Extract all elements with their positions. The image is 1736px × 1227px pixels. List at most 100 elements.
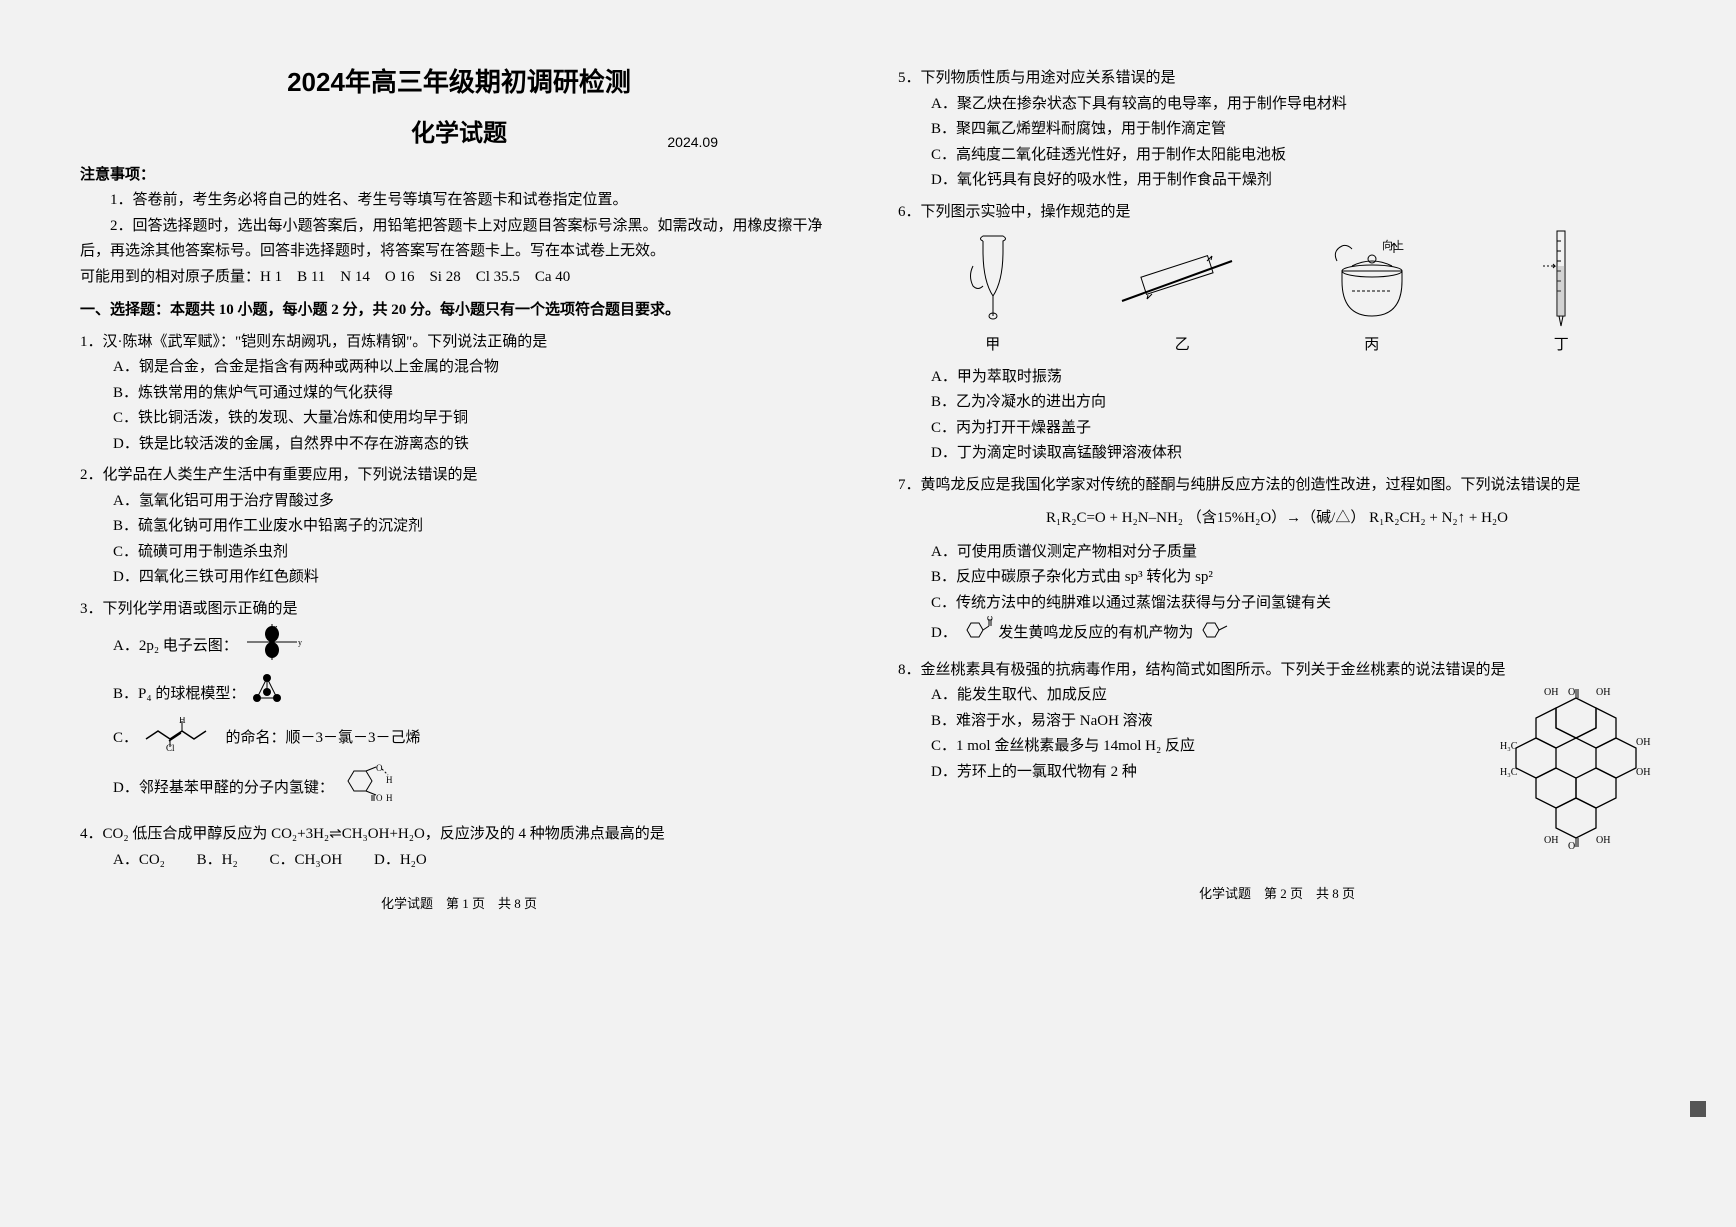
atomic-masses: 可能用到的相对原子质量：H 1 B 11 N 14 O 16 Si 28 Cl …	[80, 265, 838, 291]
q4-opt-b: B．H₂	[197, 848, 238, 874]
q5-opt-d: D．氧化钙具有良好的吸水性，用于制作食品干燥剂	[931, 168, 1656, 194]
question-4: 4．CO₂ 低压合成甲醇反应为 CO₂+3H₂⇌CH₃OH+H₂O，反应涉及的 …	[80, 822, 838, 873]
diagram-jia: 甲	[898, 231, 1088, 359]
svg-text:y: y	[298, 638, 302, 647]
q2-opt-a: A．氢氧化铝可用于治疗胃酸过多	[113, 489, 838, 515]
diagram-yi: 乙	[1088, 231, 1278, 359]
question-7: 7．黄鸣龙反应是我国化学家对传统的醛酮与纯肼反应方法的创造性改进，过程如图。下列…	[898, 473, 1656, 652]
svg-text:OH: OH	[1596, 835, 1610, 846]
hypericin-structure-icon: O OH OH OH OH H₃C H₃C O OH OH	[1496, 683, 1656, 863]
q6-stem: 6．下列图示实验中，操作规范的是	[898, 200, 1656, 226]
subject-title: 化学试题 2024.09	[80, 114, 838, 155]
q1-opt-d: D．铁是比较活泼的金属，自然界中不存在游离态的铁	[113, 432, 838, 458]
question-8: 8．金丝桃素具有极强的抗病毒作用，结构简式如图所示。下列关于金丝桃素的说法错误的…	[898, 658, 1656, 863]
q5-opt-a: A．聚乙炔在掺杂状态下具有较高的电导率，用于制作导电材料	[931, 92, 1656, 118]
q6-opt-b: B．乙为冷凝水的进出方向	[931, 390, 1656, 416]
q1-opt-c: C．铁比铜活泼，铁的发现、大量冶炼和使用均早于铜	[113, 406, 838, 432]
alkene-structure-icon: H Cl	[142, 717, 222, 761]
hydrogen-bond-icon: O H O H	[338, 761, 398, 817]
section-1-title: 一、选择题：本题共 10 小题，每小题 2 分，共 20 分。每小题只有一个选项…	[80, 298, 838, 324]
svg-text:Cl: Cl	[166, 743, 175, 751]
exam-title: 2024年高三年级期初调研检测	[80, 60, 838, 104]
q8-stem: 8．金丝桃素具有极强的抗病毒作用，结构简式如图所示。下列关于金丝桃素的说法错误的…	[898, 658, 1656, 684]
q7-opt-a: A．可使用质谱仪测定产物相对分子质量	[931, 540, 1656, 566]
page-2-footer: 化学试题 第 2 页 共 8 页	[898, 883, 1656, 905]
notice-item-1: 1．答卷前，考生务必将自己的姓名、考生号等填写在答题卡和试卷指定位置。	[80, 188, 838, 214]
q3-c-post: 的命名：顺－3－氯－3－己烯	[226, 731, 421, 747]
q4-opt-d: D．H₂O	[374, 848, 427, 874]
q1-stem: 1．汉·陈琳《武军赋》："铠则东胡阙巩，百炼精钢"。下列说法正确的是	[80, 330, 838, 356]
svg-text:OH: OH	[1544, 835, 1558, 846]
page-1: 2024年高三年级期初调研检测 化学试题 2024.09 注意事项： 1．答卷前…	[70, 60, 848, 1187]
page-1-footer: 化学试题 第 1 页 共 8 页	[80, 893, 838, 915]
q3-opt-c: C． H Cl 的命名：顺－3－氯－3－己烯	[113, 717, 838, 761]
alkane-product-icon	[1197, 618, 1231, 650]
svg-text:H₃C: H₃C	[1500, 741, 1518, 752]
q1-opt-a: A．钢是合金，合金是指含有两种或两种以上金属的混合物	[113, 355, 838, 381]
q3-c-pre: C．	[113, 731, 138, 747]
q3-opt-b: B．P₄ 的球棍模型：	[113, 672, 838, 718]
q7-opt-c: C．传统方法中的纯肼难以通过蒸馏法获得与分子间氢键有关	[931, 591, 1656, 617]
q6-opt-c: C．丙为打开干燥器盖子	[931, 416, 1656, 442]
svg-text:OH: OH	[1596, 687, 1610, 698]
q5-opt-b: B．聚四氟乙烯塑料耐腐蚀，用于制作滴定管	[931, 117, 1656, 143]
q3-a-text: A．2p₂ 电子云图：	[113, 639, 238, 655]
q5-stem: 5．下列物质性质与用途对应关系错误的是	[898, 66, 1656, 92]
q2-stem: 2．化学品在人类生产生活中有重要应用，下列说法错误的是	[80, 463, 838, 489]
q7-stem: 7．黄鸣龙反应是我国化学家对传统的醛酮与纯肼反应方法的创造性改进，过程如图。下列…	[898, 473, 1656, 499]
condenser-icon	[1112, 246, 1252, 316]
label-jia: 甲	[898, 333, 1088, 359]
q3-b-text: B．P₄ 的球棍模型：	[113, 686, 245, 702]
q7-equation: R₁R₂C=O + H₂N–NH₂ （含15%H₂O）→（碱/△） R₁R₂CH…	[898, 506, 1656, 532]
q7-d-post: 发生黄鸣龙反应的有机产物为	[998, 625, 1197, 641]
svg-text:H: H	[386, 775, 393, 785]
question-6: 6．下列图示实验中，操作规范的是 甲	[898, 200, 1656, 467]
q4-opt-c: C．CH₃OH	[269, 848, 342, 874]
diagram-ding: 丁	[1467, 231, 1657, 359]
page-2: 5．下列物质性质与用途对应关系错误的是 A．聚乙炔在掺杂状态下具有较高的电导率，…	[888, 60, 1666, 1187]
question-1: 1．汉·陈琳《武军赋》："铠则东胡阙巩，百炼精钢"。下列说法正确的是 A．钢是合…	[80, 330, 838, 458]
exam-date: 2024.09	[667, 131, 718, 155]
q5-opt-c: C．高纯度二氧化硅透光性好，用于制作太阳能电池板	[931, 143, 1656, 169]
svg-text:O: O	[376, 793, 383, 803]
label-bing: 丙	[1277, 333, 1467, 359]
p4-model-icon	[249, 672, 285, 718]
ketone-reactant-icon: O	[961, 616, 995, 652]
electron-cloud-icon: y z	[242, 622, 302, 672]
q3-opt-a: A．2p₂ 电子云图： y z	[113, 622, 838, 672]
q2-opt-c: C．硫磺可用于制造杀虫剂	[113, 540, 838, 566]
q7-d-pre: D．	[931, 625, 957, 641]
svg-text:OH: OH	[1544, 687, 1558, 698]
q3-d-text: D．邻羟基苯甲醛的分子内氢键：	[113, 780, 334, 796]
desiccator-icon: 向上	[1322, 231, 1422, 331]
svg-text:O: O	[1568, 841, 1575, 852]
q6-diagrams: 甲 乙	[898, 231, 1656, 359]
separating-funnel-icon	[958, 231, 1028, 331]
burette-icon	[1541, 226, 1581, 336]
label-yi: 乙	[1088, 333, 1278, 359]
q7-opt-d: D． O 发生黄鸣龙反应的有机产物为	[931, 616, 1656, 652]
question-3: 3．下列化学用语或图示正确的是 A．2p₂ 电子云图： y z B．P₄ 的球棍…	[80, 597, 838, 817]
q7-opt-b: B．反应中碳原子杂化方式由 sp³ 转化为 sp²	[931, 565, 1656, 591]
q3-stem: 3．下列化学用语或图示正确的是	[80, 597, 838, 623]
q3-opt-d: D．邻羟基苯甲醛的分子内氢键： O H O H	[113, 761, 838, 817]
svg-text:H: H	[386, 793, 393, 803]
q6-opt-d: D．丁为滴定时读取高锰酸钾溶液体积	[931, 441, 1656, 467]
diagram-bing: 向上 丙	[1277, 231, 1467, 359]
subject-text: 化学试题	[411, 120, 507, 147]
q2-opt-b: B．硫氢化钠可用作工业废水中铅离子的沉淀剂	[113, 514, 838, 540]
question-5: 5．下列物质性质与用途对应关系错误的是 A．聚乙炔在掺杂状态下具有较高的电导率，…	[898, 66, 1656, 194]
notice-heading: 注意事项：	[80, 163, 838, 189]
svg-text:O: O	[1568, 687, 1575, 698]
q4-opt-a: A．CO₂	[113, 848, 165, 874]
q2-opt-d: D．四氧化三铁可用作红色颜料	[113, 565, 838, 591]
svg-text:H: H	[179, 717, 186, 725]
question-2: 2．化学品在人类生产生活中有重要应用，下列说法错误的是 A．氢氧化铝可用于治疗胃…	[80, 463, 838, 591]
svg-text:OH: OH	[1636, 737, 1650, 748]
svg-text:O: O	[987, 616, 993, 623]
svg-text:z: z	[274, 623, 278, 632]
svg-text:O: O	[376, 763, 383, 773]
corner-marker	[1690, 1101, 1706, 1117]
label-ding: 丁	[1467, 333, 1657, 359]
svg-text:OH: OH	[1636, 767, 1650, 778]
